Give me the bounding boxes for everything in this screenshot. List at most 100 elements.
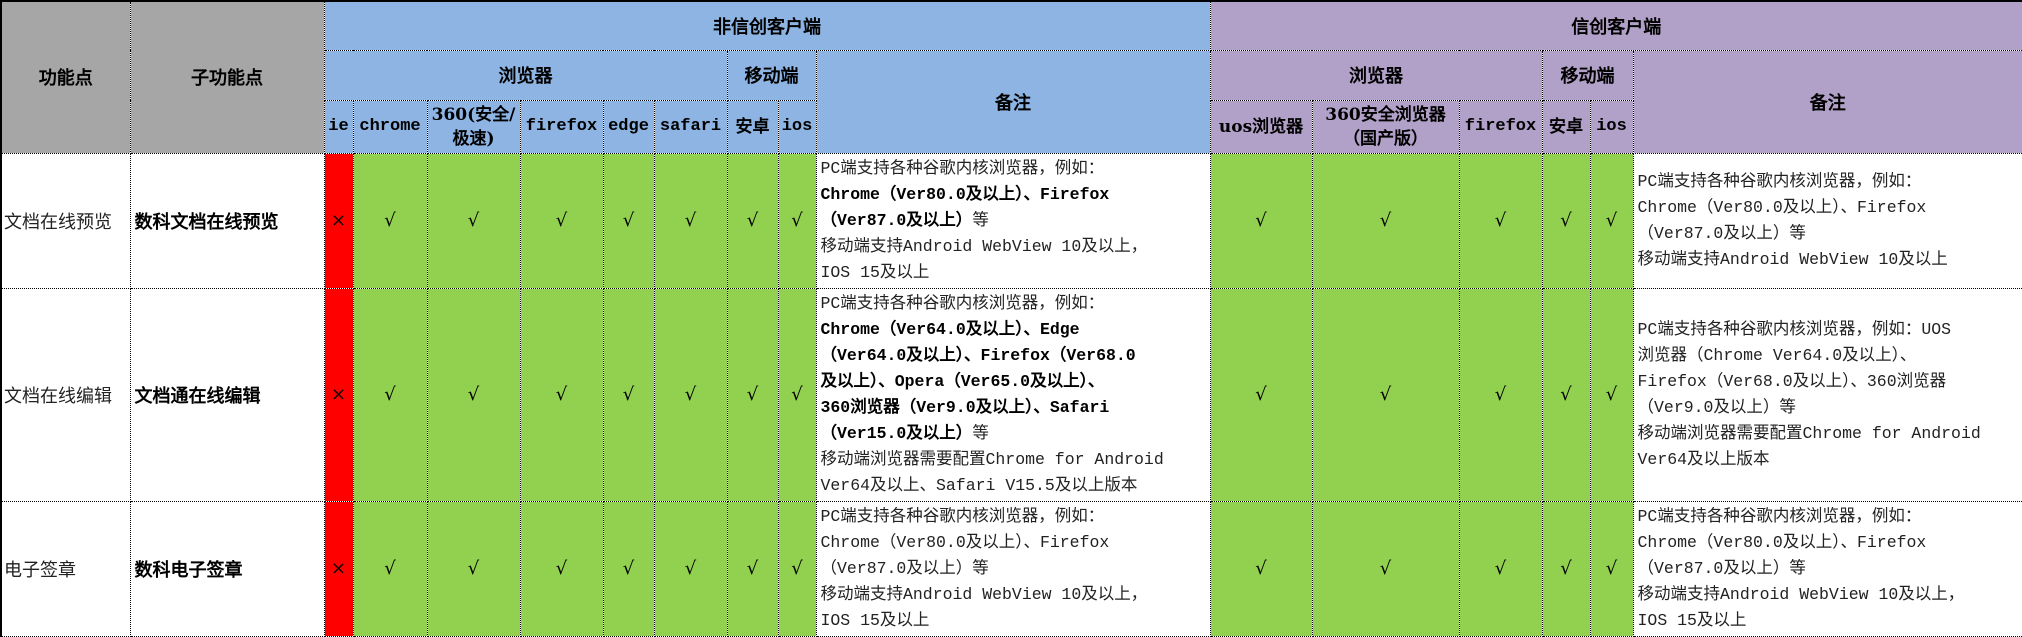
remark-text: PC端支持各种谷歌内核浏览器，例如： [1637, 506, 1922, 526]
remark-line: （Ver15.0及以上）等 [821, 421, 1206, 447]
remark-text: 移动端浏览器需要配置Chrome for Android [1637, 423, 1981, 443]
header-browser-1: chrome [352, 99, 428, 154]
header-non-xinchuang-mobile: 移动端 [726, 49, 817, 101]
supported-mark: √ [352, 287, 428, 502]
supported-mark: √ [726, 287, 779, 502]
remark-text: 移动端支持Android WebView 10及以上 [1637, 249, 1948, 269]
header-browser-2: 360(安全/极速) [426, 99, 521, 154]
supported-mark: √ [1311, 500, 1460, 637]
remark-line: PC端支持各种谷歌内核浏览器，例如： [821, 504, 1206, 530]
remark-line: Chrome（Ver80.0及以上）、Firefox [1638, 530, 2019, 556]
supported-mark: √ [777, 152, 817, 289]
supported-mark: √ [1458, 500, 1543, 637]
remark-line: 浏览器（Chrome Ver64.0及以上）、 [1638, 343, 2019, 369]
unsupported-mark: × [323, 500, 354, 637]
non-xinchuang-remark: PC端支持各种谷歌内核浏览器，例如： Chrome（Ver80.0及以上）、Fir… [815, 152, 1211, 289]
header-xinchuang-remark: 备注 [1632, 49, 2022, 154]
remark-line: 移动端支持Android WebView 10及以上， [821, 234, 1206, 260]
remark-bold-text: （Ver87.0及以上） [820, 210, 973, 230]
header-non-xinchuang-remark: 备注 [815, 49, 1211, 154]
remark-text: Chrome（Ver80.0及以上）、Firefox [1637, 197, 1927, 217]
sub-feature-cell: 数科电子签章 [129, 500, 325, 637]
supported-mark: √ [1209, 500, 1313, 637]
remark-line: 移动端浏览器需要配置Chrome for Android [1638, 421, 2019, 447]
table-row: 文档在线编辑 文档通在线编辑 × √ √ √ √ √ √ √ PC端支持各种谷歌内核浏览器，例如： C… [0, 287, 2022, 502]
table-row: 文档在线预览 数科文档在线预览 × √ √ √ √ √ √ √ PC端支持各种谷歌内核浏览器，例如：… [0, 152, 2022, 289]
header-non-xinchuang-browsers: 浏览器 [323, 49, 728, 101]
supported-mark: √ [352, 152, 428, 289]
remark-bold-text: Chrome（Ver80.0及以上）、Firefox [820, 184, 1110, 204]
supported-mark: √ [726, 500, 779, 637]
supported-mark: √ [519, 500, 604, 637]
supported-mark: √ [1209, 287, 1313, 502]
feature-cell: 文档在线预览 [0, 152, 131, 289]
supported-mark: √ [602, 287, 655, 502]
header-non-xinchuang: 非信创客户端 [323, 0, 1211, 51]
remark-text: IOS 15及以上 [820, 610, 930, 630]
supported-mark: √ [519, 152, 604, 289]
supported-mark: √ [777, 500, 817, 637]
remark-line: PC端支持各种谷歌内核浏览器，例如： [821, 291, 1206, 317]
remark-text: PC端支持各种谷歌内核浏览器，例如：UOS [1637, 319, 1952, 339]
supported-mark: √ [653, 152, 728, 289]
header-browser-0: ie [323, 99, 354, 154]
remark-text: （Ver9.0及以上）等 [1637, 397, 1796, 417]
header-xc-browser-2: firefox [1458, 99, 1543, 154]
remark-text: IOS 15及以上 [1637, 610, 1747, 630]
remark-line: PC端支持各种谷歌内核浏览器，例如：UOS [1638, 317, 2019, 343]
xinchuang-remark: PC端支持各种谷歌内核浏览器，例如： Chrome（Ver80.0及以上）、Fir… [1632, 152, 2022, 289]
remark-line: （Ver87.0及以上）等 [821, 556, 1206, 582]
remark-line: （Ver87.0及以上）等 [1638, 556, 2019, 582]
remark-line: 移动端支持Android WebView 10及以上， [821, 582, 1206, 608]
feature-cell: 文档在线编辑 [0, 287, 131, 502]
remark-text: 等 [972, 423, 989, 443]
table-row: 电子签章 数科电子签章 × √ √ √ √ √ √ √ PC端支持各种谷歌内核浏览器，例如： Chro… [0, 500, 2022, 637]
xinchuang-remark: PC端支持各种谷歌内核浏览器，例如： Chrome（Ver80.0及以上）、Fir… [1632, 500, 2022, 637]
header-browser-5: safari [653, 99, 728, 154]
xinchuang-remark: PC端支持各种谷歌内核浏览器，例如：UOS 浏览器（Chrome Ver64.0及… [1632, 287, 2022, 502]
supported-mark: √ [1209, 152, 1313, 289]
remark-line: PC端支持各种谷歌内核浏览器，例如： [821, 156, 1206, 182]
remark-line: 移动端浏览器需要配置Chrome for Android [821, 447, 1206, 473]
remark-line: IOS 15及以上 [821, 260, 1206, 286]
remark-text: IOS 15及以上 [820, 262, 930, 282]
header-xinchuang-browsers: 浏览器 [1209, 49, 1543, 101]
unsupported-mark: × [323, 152, 354, 289]
supported-mark: √ [519, 287, 604, 502]
remark-line: IOS 15及以上 [1638, 608, 2019, 634]
supported-mark: √ [1589, 500, 1634, 637]
remark-line: （Ver87.0及以上）等 [821, 208, 1206, 234]
header-browser-3: firefox [519, 99, 604, 154]
remark-line: Chrome（Ver64.0及以上）、Edge [821, 317, 1206, 343]
remark-line: Ver64及以上版本 [1638, 447, 2019, 473]
supported-mark: √ [1589, 287, 1634, 502]
remark-bold-text: Chrome（Ver64.0及以上）、Edge [820, 319, 1080, 339]
header-feature: 功能点 [0, 0, 131, 154]
remark-text: 移动端支持Android WebView 10及以上， [820, 584, 1148, 604]
supported-mark: √ [1458, 152, 1543, 289]
supported-mark: √ [1458, 287, 1543, 502]
remark-text: 移动端浏览器需要配置Chrome for Android [820, 449, 1164, 469]
header-xc-browser-0: uos浏览器 [1209, 99, 1313, 154]
supported-mark: √ [1541, 500, 1591, 637]
remark-bold-text: 及以上）、Opera（Ver65.0及以上）、 [820, 371, 1105, 391]
supported-mark: √ [1311, 152, 1460, 289]
header-xc-mobile-0: 安卓 [1541, 99, 1591, 154]
remark-bold-text: （Ver64.0及以上）、Firefox（Ver68.0 [820, 345, 1136, 365]
remark-text: PC端支持各种谷歌内核浏览器，例如： [1637, 171, 1922, 191]
non-xinchuang-remark: PC端支持各种谷歌内核浏览器，例如： Chrome（Ver80.0及以上）、Fir… [815, 500, 1211, 637]
supported-mark: √ [426, 152, 521, 289]
remark-text: PC端支持各种谷歌内核浏览器，例如： [820, 293, 1105, 313]
remark-text: （Ver87.0及以上）等 [1637, 223, 1806, 243]
remark-text: Firefox（Ver68.0及以上）、360浏览器 [1637, 371, 1947, 391]
supported-mark: √ [602, 500, 655, 637]
remark-line: （Ver64.0及以上）、Firefox（Ver68.0 [821, 343, 1206, 369]
supported-mark: √ [352, 500, 428, 637]
remark-text: 浏览器（Chrome Ver64.0及以上）、 [1637, 345, 1917, 365]
remark-line: 及以上）、Opera（Ver65.0及以上）、 [821, 369, 1206, 395]
remark-line: Chrome（Ver80.0及以上）、Firefox [821, 182, 1206, 208]
header-xc-browser-1: 360安全浏览器（国产版） [1311, 99, 1460, 154]
remark-line: PC端支持各种谷歌内核浏览器，例如： [1638, 169, 2019, 195]
supported-mark: √ [726, 152, 779, 289]
